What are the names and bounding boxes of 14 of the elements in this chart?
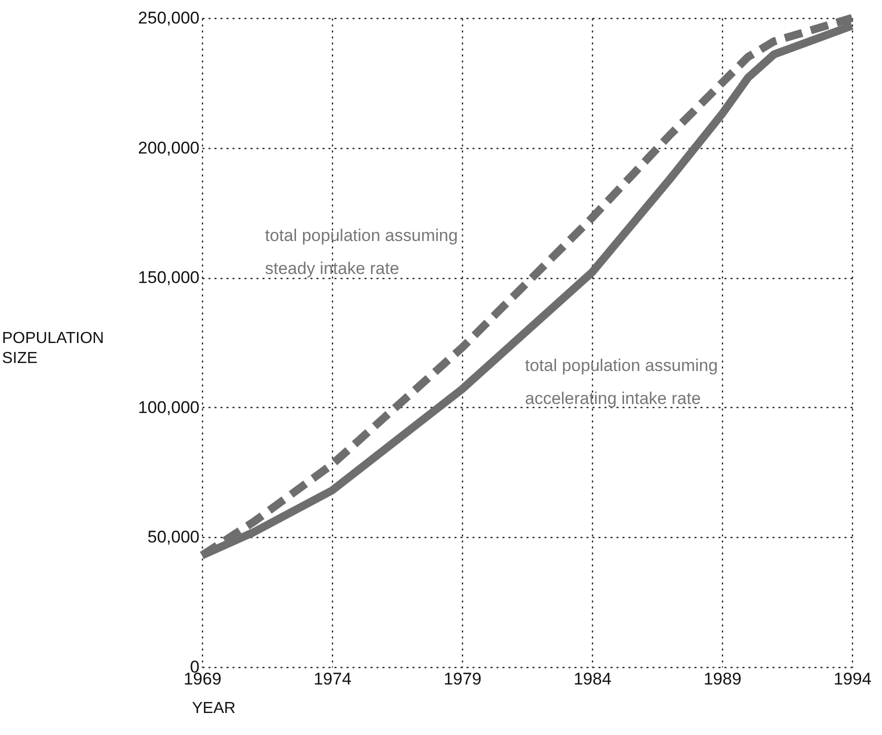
y-axis-title: POPULATION SIZE: [2, 330, 104, 367]
annotation: total population assuming steady intake rate: [265, 226, 458, 278]
x-tick-label: 1974: [314, 670, 352, 688]
y-tick-label: 50,000: [148, 528, 200, 547]
x-axis-title: YEAR: [192, 700, 236, 717]
y-tick-label: 200,000: [138, 138, 200, 158]
x-tick-label: 1989: [704, 670, 742, 688]
y-tick-label: 250,000: [138, 8, 200, 28]
x-tick-label: 1994: [834, 670, 872, 688]
y-tick-label: 150,000: [138, 268, 200, 288]
annotation: total population assuming accelerating intake rate: [525, 356, 718, 408]
x-tick-label: 1984: [574, 670, 612, 688]
y-tick-label: 100,000: [138, 398, 200, 417]
x-tick-label: 1979: [444, 670, 482, 688]
